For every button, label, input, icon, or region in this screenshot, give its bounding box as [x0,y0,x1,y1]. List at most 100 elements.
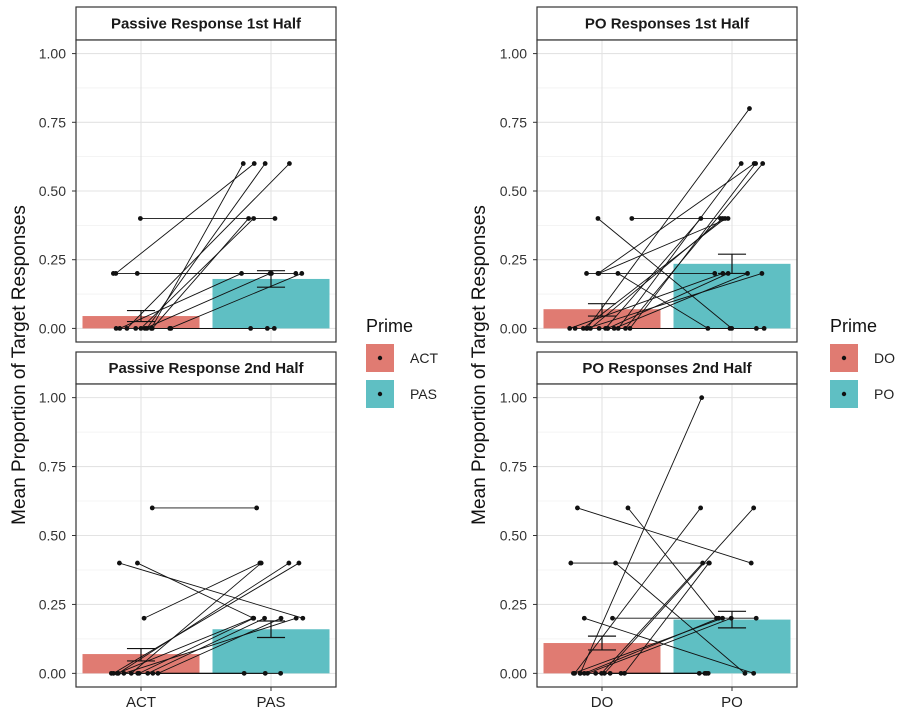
pair-line [624,562,710,674]
data-point [286,560,292,566]
data-point [258,560,264,566]
panel-border-po-2nd [536,383,798,688]
x-tick-label-do: DO [591,694,614,711]
pair-line [123,617,297,674]
panel-passive-1st: Passive Response 1st Half 0.00 0.25 0.50 0.7… [39,6,337,343]
pair-line [617,163,742,329]
y-tick-label: 1.00 [39,46,66,62]
data-point [113,326,119,331]
y-tick-label: 0.25 [500,252,527,268]
pair-line [604,507,755,674]
pair-line [147,617,265,674]
data-point [703,670,709,676]
legend-po-label-po: PO [874,386,894,402]
pair-line [116,617,254,674]
x-tick-label-po: PO [721,694,743,711]
y-tick-label: 0.00 [500,320,527,336]
legend-po-key-do-dot [841,355,847,361]
legend-po-key-po-dot [841,391,847,397]
data-point [251,216,257,221]
data-point [595,216,601,221]
data-point [747,106,752,111]
pair-line [587,617,732,674]
data-point [760,161,766,166]
legend-passive-key-act-dot [377,355,383,361]
data-point [293,615,299,621]
data-point [250,615,256,621]
data-point [745,271,750,276]
pair-line [584,617,719,674]
data-point [712,271,718,276]
data-point [610,615,615,621]
data-point [254,505,260,511]
data-point [133,326,139,331]
data-point [567,326,573,331]
pair-line [573,617,723,674]
pair-line [577,507,752,564]
y-tick-label: 0.75 [500,114,527,130]
data-point [751,505,757,511]
y-tick-label: 0.50 [500,183,527,199]
legend-passive-title: Prime [366,316,413,336]
y-tick-label: 1.00 [500,390,527,406]
legend-passive-label-act: ACT [410,350,438,366]
pair-line [113,562,300,674]
pair-line [144,273,271,329]
pair-line [584,617,754,674]
y-tick-label: 0.00 [39,665,66,681]
data-point [722,216,728,221]
pair-line [119,273,242,329]
data-point [251,161,257,166]
strip-po-2nd [536,351,798,385]
legend-passive-label-pas: PAS [410,386,437,402]
panel-po-2nd: PO Responses 2nd Half 0.00 0.25 0.50 0.75 1.0… [500,351,798,711]
pair-line [137,562,254,619]
y-tick-label: 0.25 [39,596,66,612]
pair-line [597,163,755,274]
data-point [700,560,706,566]
pair-line [586,273,763,329]
y-tick-label: 0.75 [39,459,66,475]
panel-border-passive-2nd [75,383,337,688]
data-point [246,216,251,221]
data-point [571,670,576,676]
data-point [272,216,278,221]
data-point [593,670,599,676]
y-tick-label: 1.00 [39,390,66,406]
data-point [759,271,765,276]
data-point [753,161,759,166]
y-tick-label: 0.50 [39,528,66,544]
panel-po-1st: PO Responses 1st Half 0.00 0.25 0.50 0.75 1.0… [500,6,798,343]
data-point [742,670,748,676]
y-tick-label: 0.50 [39,183,66,199]
data-point [296,560,302,566]
data-point [149,505,155,511]
legend-po-label-do: DO [874,350,895,366]
data-point [581,615,587,621]
data-point [727,326,733,331]
data-point [584,271,589,276]
y-tick-label: 0.75 [39,114,66,130]
pair-line [617,273,709,329]
pair-line [130,562,262,674]
y-tick-label: 0.25 [39,252,66,268]
data-point [629,216,635,221]
pair-line [607,273,729,329]
strip-po-1st [536,6,798,41]
data-point [720,615,725,621]
data-point [568,560,574,566]
pair-line [126,163,290,329]
data-point [299,271,305,276]
y-tick-label: 0.50 [500,528,527,544]
data-point [605,326,611,331]
strip-title-passive-2nd: Passive Response 2nd Half [108,360,304,377]
panels: Passive Response 1st Half 0.00 0.25 0.50 0.7… [39,6,798,711]
pair-line [138,617,254,674]
x-tick-label-pas: PAS [257,694,286,711]
data-point [596,326,602,331]
pair-line [150,163,244,329]
pair-line [143,562,261,619]
data-point [262,615,267,621]
data-point [613,560,618,566]
